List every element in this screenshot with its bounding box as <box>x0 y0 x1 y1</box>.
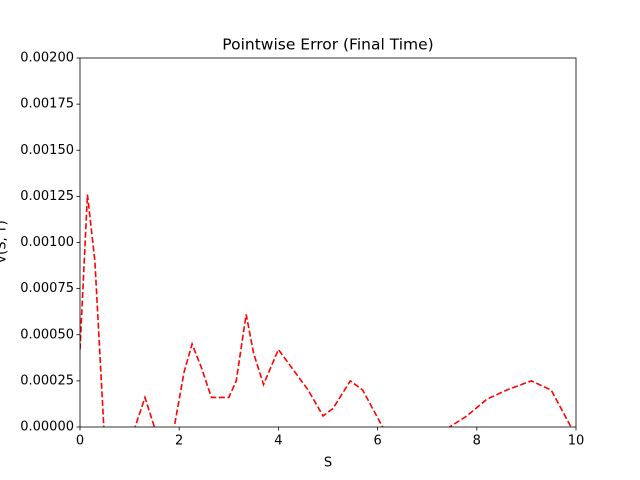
x-tick-label: 6 <box>373 434 381 449</box>
x-tick-label: 0 <box>76 434 84 449</box>
y-axis-label: V(S, T) <box>0 220 10 264</box>
y-tick-label: 0.00125 <box>20 189 74 204</box>
plot-frame <box>79 57 577 428</box>
y-tick-label: 0.00000 <box>20 420 74 435</box>
y-tick-label: 0.00175 <box>20 97 74 112</box>
y-tick-label: 0.00050 <box>20 327 74 342</box>
x-tick-label: 2 <box>175 434 183 449</box>
y-tick-label: 0.00075 <box>20 281 74 296</box>
y-tick-label: 0.00100 <box>20 235 74 250</box>
x-tick-label: 10 <box>568 434 585 449</box>
y-tick-label: 0.00150 <box>20 143 74 158</box>
y-tick-label: 0.00025 <box>20 373 74 388</box>
data-line <box>80 194 572 427</box>
x-tick-label: 8 <box>473 434 481 449</box>
y-tick-label: 0.00200 <box>20 51 74 66</box>
chart-title: Pointwise Error (Final Time) <box>222 36 433 54</box>
x-axis-label: S <box>324 456 332 471</box>
x-tick-label: 4 <box>274 434 282 449</box>
